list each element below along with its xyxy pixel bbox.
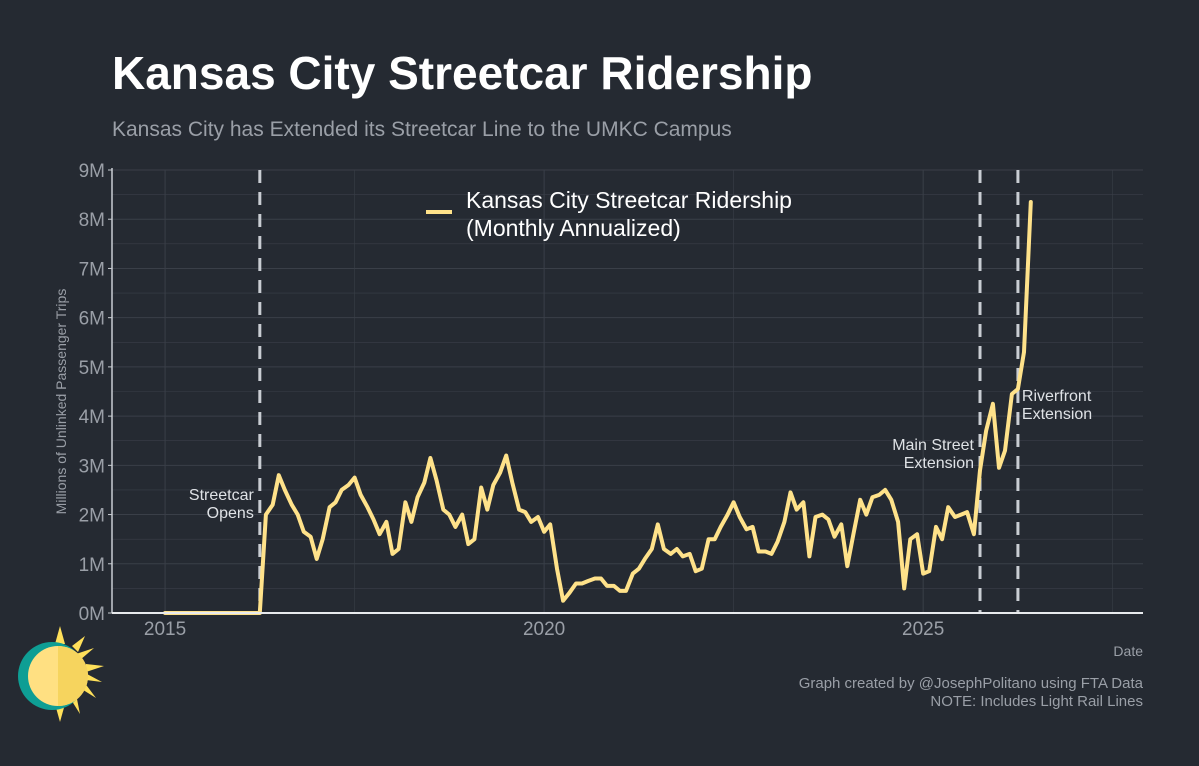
y-tick-label: 5M <box>79 358 105 379</box>
y-tick-label: 3M <box>79 456 105 477</box>
y-tick-label: 7M <box>79 259 105 280</box>
y-tick-label: 2M <box>79 506 105 527</box>
annotation-line: Riverfront <box>1022 388 1092 405</box>
y-axis-title: Millions of Unlinked Passenger Trips <box>53 289 69 515</box>
annotation-line: Main Street <box>892 437 974 454</box>
x-tick-label: 2020 <box>523 619 565 640</box>
x-tick-label: 2025 <box>902 619 944 640</box>
series-line <box>163 200 1033 615</box>
y-tick-label: 1M <box>79 555 105 576</box>
y-tick-label: 0M <box>79 604 105 625</box>
caption-note: NOTE: Includes Light Rail Lines <box>930 693 1143 710</box>
annotation-label: Streetcar Opens <box>189 487 255 522</box>
annotation-line: Extension <box>904 455 974 472</box>
chart-subtitle: Kansas City has Extended its Streetcar L… <box>112 118 732 141</box>
legend-label-line1: Kansas City Streetcar Ridership <box>466 187 792 213</box>
series-layer <box>163 200 1033 615</box>
y-tick-label: 9M <box>79 161 105 182</box>
y-tick-label: 8M <box>79 210 105 231</box>
axes: 0M 1M 2M 3M 4M 5M 6M 7M 8M 9M 2015 2020 2025 Date Mill… <box>53 161 1143 659</box>
annotation-line: Extension <box>1022 406 1092 423</box>
y-tick-label: 6M <box>79 309 105 330</box>
y-tick-label: 4M <box>79 407 105 428</box>
caption: Graph created by @JosephPolitano using F… <box>799 675 1143 711</box>
annotation-label: Main Street Extension <box>892 437 974 472</box>
annotation-label: Riverfront Extension <box>1022 388 1092 423</box>
x-tick-label: 2015 <box>144 619 186 640</box>
legend-label-line2: (Monthly Annualized) <box>466 215 681 241</box>
x-axis-title: Date <box>1113 643 1143 659</box>
chart-title: Kansas City Streetcar Ridership <box>112 47 813 99</box>
annotation-line: Opens <box>207 505 254 522</box>
annotation-line: Streetcar <box>189 487 255 504</box>
sun-logo-icon <box>18 626 104 722</box>
caption-source: Graph created by @JosephPolitano using F… <box>798 675 1143 692</box>
